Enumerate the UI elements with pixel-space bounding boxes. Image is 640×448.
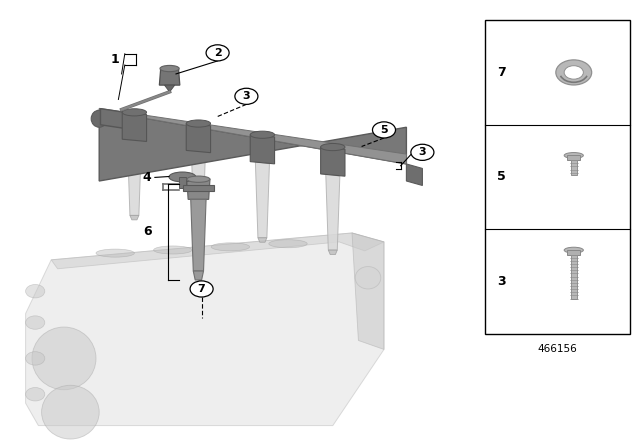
Polygon shape <box>122 112 147 142</box>
Ellipse shape <box>321 143 345 151</box>
Bar <box>179 177 186 188</box>
Bar <box>568 250 580 254</box>
Polygon shape <box>187 179 210 199</box>
Text: 466156: 466156 <box>538 345 578 354</box>
FancyBboxPatch shape <box>485 20 630 334</box>
Bar <box>568 155 580 160</box>
Polygon shape <box>255 162 269 238</box>
Polygon shape <box>130 215 139 220</box>
Ellipse shape <box>564 153 584 159</box>
Ellipse shape <box>211 243 250 251</box>
Polygon shape <box>194 227 203 231</box>
Text: 3: 3 <box>419 147 426 157</box>
Ellipse shape <box>355 267 381 289</box>
Circle shape <box>235 88 258 104</box>
Polygon shape <box>26 233 384 426</box>
Text: 5: 5 <box>380 125 388 135</box>
Ellipse shape <box>92 110 108 127</box>
Ellipse shape <box>122 109 147 116</box>
Polygon shape <box>186 124 211 153</box>
Polygon shape <box>164 85 175 92</box>
Polygon shape <box>250 135 275 164</box>
Ellipse shape <box>96 249 134 257</box>
Polygon shape <box>99 108 406 164</box>
Text: 7: 7 <box>198 284 205 294</box>
Polygon shape <box>258 238 267 242</box>
Text: 3: 3 <box>243 91 250 101</box>
Circle shape <box>26 284 45 298</box>
Polygon shape <box>183 185 214 191</box>
Circle shape <box>26 388 45 401</box>
Bar <box>571 254 577 299</box>
Text: 5: 5 <box>497 170 506 184</box>
Polygon shape <box>159 69 180 85</box>
Circle shape <box>26 352 45 365</box>
Ellipse shape <box>186 120 211 127</box>
Text: 1: 1 <box>111 53 120 66</box>
Ellipse shape <box>32 327 96 390</box>
Ellipse shape <box>154 246 192 254</box>
Polygon shape <box>99 110 406 181</box>
Bar <box>571 160 577 175</box>
Circle shape <box>564 66 584 79</box>
Ellipse shape <box>250 131 275 138</box>
Circle shape <box>26 316 45 329</box>
Circle shape <box>556 60 591 85</box>
Polygon shape <box>191 199 206 271</box>
Polygon shape <box>51 233 384 269</box>
Polygon shape <box>352 233 384 349</box>
Polygon shape <box>326 174 340 250</box>
Polygon shape <box>328 250 337 254</box>
Text: 7: 7 <box>497 66 506 79</box>
Circle shape <box>411 144 434 160</box>
Text: 6: 6 <box>143 225 152 238</box>
Ellipse shape <box>269 240 307 248</box>
Ellipse shape <box>169 172 196 182</box>
Ellipse shape <box>187 176 210 182</box>
Ellipse shape <box>564 247 584 253</box>
Ellipse shape <box>42 385 99 439</box>
Text: 4: 4 <box>143 171 152 184</box>
Polygon shape <box>193 271 204 280</box>
Text: 2: 2 <box>214 48 221 58</box>
Polygon shape <box>191 151 205 227</box>
Circle shape <box>372 122 396 138</box>
Ellipse shape <box>160 65 179 72</box>
Polygon shape <box>321 147 345 176</box>
Circle shape <box>206 45 229 61</box>
Polygon shape <box>406 164 422 185</box>
Circle shape <box>190 281 213 297</box>
Polygon shape <box>100 109 136 130</box>
Text: 3: 3 <box>497 275 506 288</box>
Polygon shape <box>127 139 141 215</box>
